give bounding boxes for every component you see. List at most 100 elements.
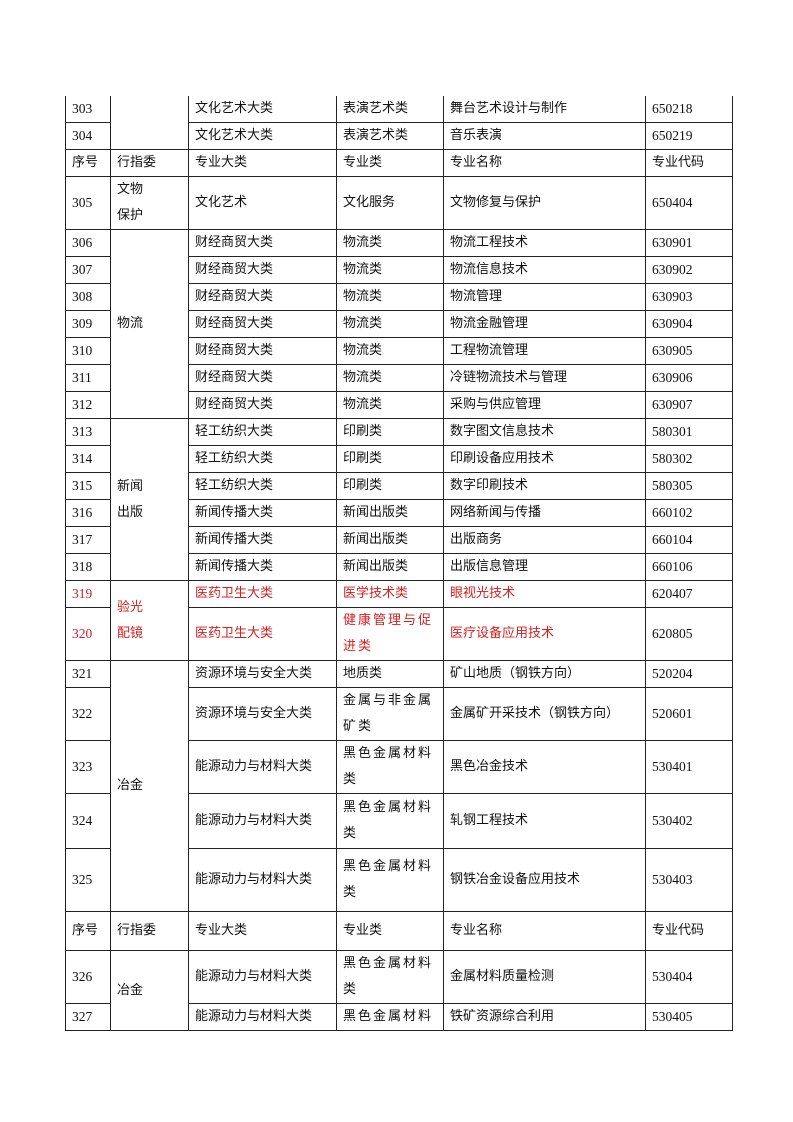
- column-header: 行指委: [110, 911, 189, 951]
- cat-cell: 文化服务: [336, 176, 444, 230]
- code-cell: 530402: [645, 793, 733, 849]
- table-row: 309 财经商贸大类 物流类 物流金融管理 630904: [65, 310, 733, 338]
- name-cell: 钢铁冶金设备应用技术: [443, 848, 646, 912]
- no-cell: 327: [65, 1003, 111, 1031]
- major-cat-cell: 财经商贸大类: [188, 364, 337, 392]
- cat-cell: 物流类: [336, 337, 444, 365]
- committee-cell: 冶金: [110, 660, 189, 912]
- cat-cell: 黑色金属材料类: [336, 793, 444, 849]
- cat-cell: 物流类: [336, 283, 444, 311]
- no-cell: 320: [65, 607, 111, 661]
- cat-cell: 地质类: [336, 660, 444, 688]
- name-cell: 轧钢工程技术: [443, 793, 646, 849]
- major-cat-cell: 新闻传播大类: [188, 526, 337, 554]
- code-cell: 530403: [645, 848, 733, 912]
- code-cell: 630906: [645, 364, 733, 392]
- code-cell: 660106: [645, 553, 733, 581]
- major-cat-cell: 财经商贸大类: [188, 283, 337, 311]
- table-row: 303 文化艺术大类 表演艺术类 舞台艺术设计与制作 650218: [65, 96, 733, 150]
- major-cat-cell: 文化艺术: [188, 176, 337, 230]
- cat-cell: 医学技术类: [336, 580, 444, 608]
- table-row: 322 资源环境与安全大类 金属与非金属矿类 金属矿开采技术（钢铁方向） 520601: [65, 687, 733, 741]
- table-row: 306 物流 财经商贸大类 物流类 物流工程技术 630901: [65, 229, 733, 419]
- committee-cell: 冶金: [110, 950, 189, 1031]
- committee-cell: 验光 配镜: [110, 580, 189, 661]
- no-cell: 310: [65, 337, 111, 365]
- table-row: 305 文物 保护 文化艺术 文化服务 文物修复与保护 650404: [65, 176, 733, 230]
- code-cell: 650404: [645, 176, 733, 230]
- cat-cell: 黑色金属材料类: [336, 950, 444, 1004]
- no-cell: 324: [65, 793, 111, 849]
- table-row: 315 轻工纺织大类 印刷类 数字印刷技术 580305: [65, 472, 733, 500]
- code-cell: 630903: [645, 283, 733, 311]
- no-cell: 313: [65, 418, 111, 446]
- name-cell: 铁矿资源综合利用: [443, 1003, 646, 1031]
- major-cat-cell: 能源动力与材料大类: [188, 950, 337, 1004]
- name-cell: 医疗设备应用技术: [443, 607, 646, 661]
- no-cell: 304: [65, 122, 111, 150]
- cat-cell: 物流类: [336, 229, 444, 257]
- column-header: 专业大类: [188, 911, 337, 951]
- table-row: 317 新闻传播大类 新闻出版类 出版商务 660104: [65, 526, 733, 554]
- code-cell: 660102: [645, 499, 733, 527]
- table-row: 308 财经商贸大类 物流类 物流管理 630903: [65, 283, 733, 311]
- column-header: 专业代码: [645, 149, 733, 177]
- cat-cell: 黑色金属材料: [336, 1003, 444, 1031]
- code-cell: 530404: [645, 950, 733, 1004]
- name-cell: 出版商务: [443, 526, 646, 554]
- major-cat-cell: 资源环境与安全大类: [188, 687, 337, 741]
- column-header: 行指委: [110, 149, 189, 177]
- code-cell: 520204: [645, 660, 733, 688]
- code-cell: 530405: [645, 1003, 733, 1031]
- table-row: 319 验光 配镜 医药卫生大类 医学技术类 眼视光技术 620407: [65, 580, 733, 661]
- column-header: 专业代码: [645, 911, 733, 951]
- major-cat-cell: 资源环境与安全大类: [188, 660, 337, 688]
- code-cell: 630901: [645, 229, 733, 257]
- no-cell: 303: [65, 96, 111, 123]
- column-header: 专业类: [336, 149, 444, 177]
- no-cell: 308: [65, 283, 111, 311]
- committee-cell: 物流: [110, 229, 189, 419]
- major-cat-cell: 财经商贸大类: [188, 256, 337, 284]
- major-cat-cell: 财经商贸大类: [188, 391, 337, 419]
- table-row: 311 财经商贸大类 物流类 冷链物流技术与管理 630906: [65, 364, 733, 392]
- no-cell: 325: [65, 848, 111, 912]
- no-cell: 311: [65, 364, 111, 392]
- code-cell: 630904: [645, 310, 733, 338]
- table-row: 320 医药卫生大类 健康管理与促进类 医疗设备应用技术 620805: [65, 607, 733, 661]
- committee-cell: 文物 保护: [110, 176, 189, 230]
- no-cell: 316: [65, 499, 111, 527]
- major-cat-cell: 轻工纺织大类: [188, 418, 337, 446]
- major-cat-cell: 能源动力与材料大类: [188, 740, 337, 794]
- code-cell: 530401: [645, 740, 733, 794]
- table-row: 326 冶金 能源动力与材料大类 黑色金属材料类 金属材料质量检测 530404: [65, 950, 733, 1031]
- code-cell: 620805: [645, 607, 733, 661]
- no-cell: 326: [65, 950, 111, 1004]
- major-cat-cell: 能源动力与材料大类: [188, 793, 337, 849]
- committee-cell: [110, 96, 189, 150]
- no-cell: 315: [65, 472, 111, 500]
- name-cell: 眼视光技术: [443, 580, 646, 608]
- major-cat-cell: 医药卫生大类: [188, 607, 337, 661]
- code-cell: 650218: [645, 96, 733, 123]
- cat-cell: 黑色金属材料类: [336, 848, 444, 912]
- name-cell: 数字图文信息技术: [443, 418, 646, 446]
- major-cat-cell: 医药卫生大类: [188, 580, 337, 608]
- no-cell: 317: [65, 526, 111, 554]
- cat-cell: 金属与非金属矿类: [336, 687, 444, 741]
- column-header: 专业大类: [188, 149, 337, 177]
- major-cat-cell: 财经商贸大类: [188, 337, 337, 365]
- major-cat-cell: 文化艺术大类: [188, 122, 337, 150]
- no-cell: 314: [65, 445, 111, 473]
- name-cell: 舞台艺术设计与制作: [443, 96, 646, 123]
- name-cell: 黑色冶金技术: [443, 740, 646, 794]
- cat-cell: 物流类: [336, 364, 444, 392]
- major-cat-cell: 能源动力与材料大类: [188, 1003, 337, 1031]
- name-cell: 网络新闻与传播: [443, 499, 646, 527]
- code-cell: 580305: [645, 472, 733, 500]
- code-cell: 660104: [645, 526, 733, 554]
- header-row: 序号 行指委 专业大类 专业类 专业名称 专业代码: [65, 149, 733, 177]
- name-cell: 物流信息技术: [443, 256, 646, 284]
- header-row: 序号 行指委 专业大类 专业类 专业名称 专业代码: [65, 911, 733, 951]
- majors-table: 303 文化艺术大类 表演艺术类 舞台艺术设计与制作 650218 304 文化艺术大类 表演…: [65, 96, 733, 1031]
